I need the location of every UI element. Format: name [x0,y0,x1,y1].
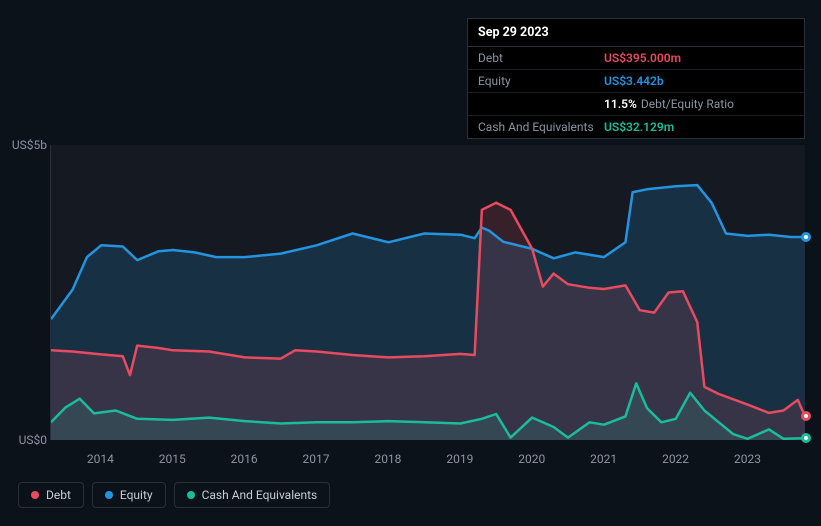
x-tick-label: 2022 [662,452,689,466]
x-tick-label: 2019 [446,452,473,466]
tooltip-row: EquityUS$3.442b [468,70,804,93]
legend-label: Debt [46,488,71,502]
debt-end-marker [801,411,811,421]
x-tick-label: 2017 [303,452,330,466]
tooltip-row: DebtUS$395.000m [468,47,804,70]
x-tick-label: 2023 [734,452,761,466]
x-tick-label: 2021 [590,452,617,466]
financial-chart: Sep 29 2023 DebtUS$395.000mEquityUS$3.44… [0,0,821,526]
tooltip-label: Equity [478,74,604,88]
plot-area[interactable] [50,145,805,440]
legend-label: Cash And Equivalents [202,488,318,502]
tooltip-row: 11.5% Debt/Equity Ratio [468,93,804,116]
x-tick-label: 2020 [518,452,545,466]
x-tick-label: 2016 [231,452,258,466]
tooltip-label: Cash And Equivalents [478,120,604,134]
legend-dot-icon [187,491,195,499]
tooltip-label: Debt [478,51,604,65]
x-tick-label: 2015 [159,452,186,466]
equity-end-marker [801,232,811,242]
legend-item-equity[interactable]: Equity [92,482,166,508]
tooltip-value: US$395.000m [604,51,681,65]
chart-tooltip: Sep 29 2023 DebtUS$395.000mEquityUS$3.44… [467,18,805,139]
tooltip-value: US$3.442b [604,74,664,88]
tooltip-value: 11.5% [604,97,637,111]
tooltip-value: US$32.129m [604,120,674,134]
cash-end-marker [801,433,811,443]
tooltip-row: Cash And EquivalentsUS$32.129m [468,116,804,138]
legend-item-cash[interactable]: Cash And Equivalents [174,482,331,508]
legend-label: Equity [120,488,153,502]
legend-item-debt[interactable]: Debt [18,482,84,508]
x-tick-label: 2018 [374,452,401,466]
y-tick-label: US$0 [19,433,47,447]
tooltip-label [478,97,604,111]
tooltip-extra: Debt/Equity Ratio [641,97,734,111]
legend-dot-icon [105,491,113,499]
legend-dot-icon [31,491,39,499]
tooltip-rows: DebtUS$395.000mEquityUS$3.442b11.5%Debt/… [468,47,804,138]
x-tick-label: 2014 [87,452,114,466]
y-tick-label: US$5b [12,138,47,152]
chart-svg [51,145,805,440]
tooltip-date: Sep 29 2023 [468,19,804,47]
chart-legend: Debt Equity Cash And Equivalents [18,482,330,508]
